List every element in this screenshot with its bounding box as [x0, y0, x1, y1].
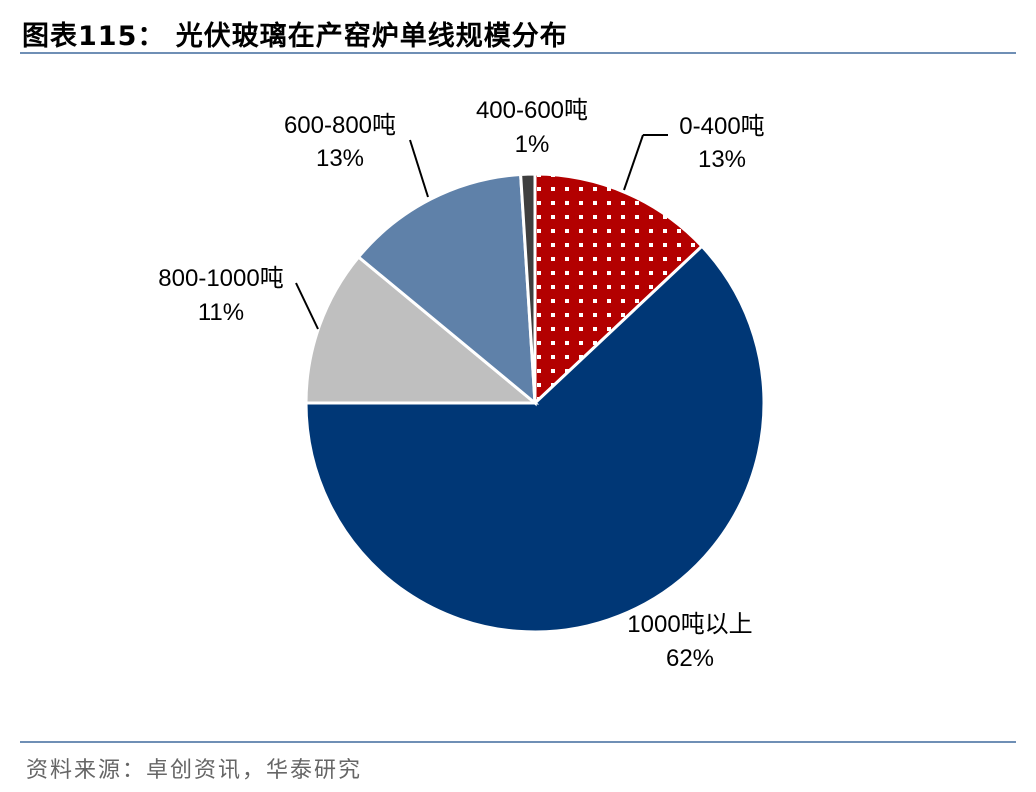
pie-slice-0-400吨: [533, 172, 705, 407]
label-1000-plus: 1000吨以上 62%: [627, 611, 752, 672]
source-note: 资料来源：卓创资讯，华泰研究: [26, 758, 363, 783]
pie-slice-800-1000吨: [304, 254, 540, 405]
svg-text:13%: 13%: [698, 146, 746, 173]
svg-text:1%: 1%: [515, 131, 550, 158]
label-0-400: 0-400吨 13%: [679, 113, 764, 173]
pie-slice-1000吨以上: [304, 244, 766, 634]
leader-line-0-400: [623, 134, 644, 191]
svg-text:400-600吨: 400-600吨: [476, 97, 588, 124]
label-600-800: 600-800吨 13%: [284, 112, 396, 172]
leader-line-800-1000: [295, 282, 319, 330]
leader-line-600-800: [409, 139, 429, 198]
label-400-600: 400-600吨 1%: [476, 97, 588, 158]
label-800-1000: 800-1000吨 11%: [158, 265, 283, 326]
svg-text:1000吨以上: 1000吨以上: [627, 611, 752, 638]
svg-text:600-800吨: 600-800吨: [284, 112, 396, 139]
top-divider: [20, 52, 1016, 54]
svg-text:11%: 11%: [198, 299, 244, 326]
pie-slice-600-800吨: [356, 172, 537, 407]
svg-text:0-400吨: 0-400吨: [679, 113, 764, 140]
svg-text:800-1000吨: 800-1000吨: [158, 265, 283, 292]
pie-slice-400-600吨: [519, 172, 537, 404]
svg-text:62%: 62%: [666, 645, 714, 672]
svg-text:13%: 13%: [316, 145, 364, 172]
figure-title: 图表115： 光伏玻璃在产窑炉单线规模分布: [22, 21, 568, 52]
bottom-divider: [20, 741, 1016, 743]
